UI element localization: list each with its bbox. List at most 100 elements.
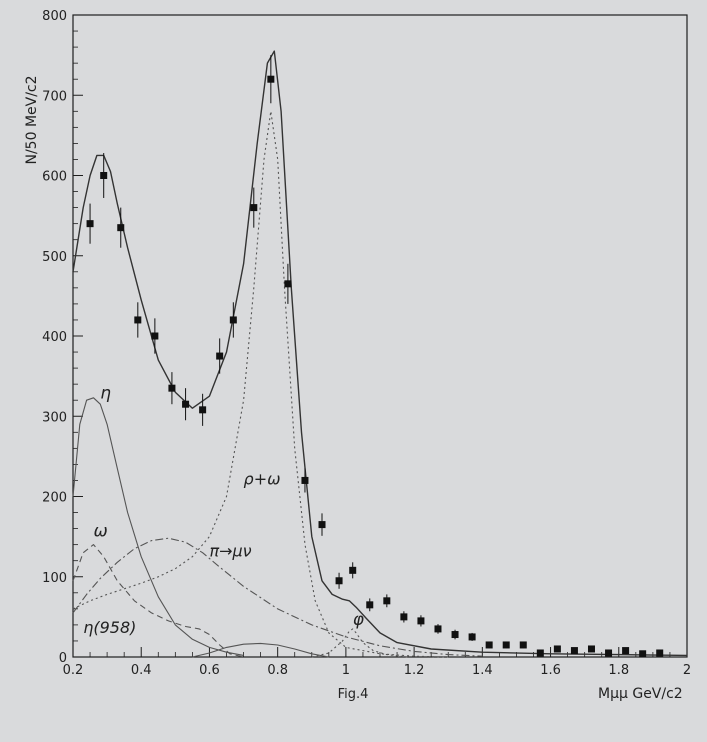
figure-caption: Fig.4 (338, 687, 369, 702)
data-marker (656, 649, 664, 657)
x-tick-label: 0.8 (267, 663, 288, 678)
data-marker (229, 316, 237, 324)
curve-total-fit (72, 50, 688, 657)
x-tick-label: 1 (342, 663, 350, 678)
y-tick-label: 800 (42, 9, 67, 24)
curve-labels: η ω η(958) π→μν ρ+ω φ (83, 384, 364, 637)
data-point (134, 302, 142, 338)
data-marker (639, 650, 647, 658)
data-point (182, 388, 190, 421)
data-point (117, 207, 125, 248)
x-tick-label: 0.4 (131, 663, 152, 678)
curve-component-5 (192, 642, 329, 658)
data-marker (199, 406, 207, 414)
data-point (502, 641, 510, 649)
data-marker (553, 645, 561, 653)
y-tick-label: 200 (42, 491, 67, 506)
x-tick-label: 1.2 (404, 663, 425, 678)
data-point (400, 611, 408, 623)
data-point (434, 624, 442, 634)
curve-component-2 (72, 544, 244, 658)
data-point (216, 338, 224, 374)
data-point (639, 650, 647, 658)
curve-component-1 (72, 397, 244, 656)
plot-frame (72, 14, 688, 658)
data-marker (267, 75, 275, 83)
data-point (519, 641, 527, 649)
curve-annotation: ρ+ω (244, 469, 281, 488)
data-point (570, 647, 578, 655)
data-marker (86, 220, 94, 228)
data-point (605, 649, 613, 657)
x-axis-label: Mμμ GeV/c2 (598, 686, 683, 702)
y-axis-label: N/50 MeV/c2 (24, 75, 40, 164)
curve-annotation: η(958) (83, 618, 136, 637)
y-tick-label: 100 (42, 571, 67, 586)
data-marker (284, 280, 292, 288)
data-point (622, 647, 630, 655)
data-point (349, 562, 357, 579)
curve-component-6 (311, 628, 408, 658)
data-point (417, 615, 425, 627)
x-tick-label: 0.6 (199, 663, 220, 678)
data-marker (570, 647, 578, 655)
x-tick-label: 2 (683, 663, 691, 678)
data-marker (587, 645, 595, 653)
curve-annotation: η (100, 384, 111, 404)
data-marker (468, 633, 476, 641)
data-point (284, 263, 292, 304)
data-point (366, 598, 374, 612)
data-marker (168, 384, 176, 392)
data-marker (502, 641, 510, 649)
data-marker (117, 224, 125, 232)
data-marker (134, 316, 142, 324)
data-marker (349, 566, 357, 574)
y-tick-label: 500 (42, 250, 67, 265)
data-point (587, 645, 595, 653)
data-point (267, 55, 275, 104)
data-point (100, 153, 108, 198)
data-point (656, 649, 664, 657)
data-point (383, 594, 391, 608)
data-marker (151, 332, 159, 340)
data-point (199, 393, 207, 426)
data-marker (434, 625, 442, 633)
curve-annotation: π→μν (209, 542, 251, 561)
data-marker (100, 172, 108, 179)
x-tick-label: 0.2 (63, 663, 84, 678)
data-marker (366, 601, 374, 609)
data-marker (250, 204, 258, 212)
x-tick-label: 1.4 (472, 663, 493, 678)
data-marker (182, 400, 190, 408)
data-marker (451, 631, 459, 639)
data-point (301, 468, 309, 493)
data-point (151, 318, 159, 354)
plot-border (72, 14, 688, 658)
data-marker (383, 597, 391, 605)
fit-curves (72, 50, 688, 658)
data-marker (605, 649, 613, 657)
y-tick-label: 600 (42, 170, 67, 185)
data-point (485, 641, 493, 649)
y-tick-label: 0 (59, 651, 67, 666)
curve-component-3 (72, 537, 483, 657)
data-point (335, 572, 343, 589)
data-point (536, 649, 544, 657)
data-marker (519, 641, 527, 649)
data-point (229, 302, 237, 338)
data-point (553, 645, 561, 653)
data-point (86, 203, 94, 244)
y-tick-label: 300 (42, 410, 67, 425)
y-axis: 0 100 200 300 400 500 600 700 800 (42, 9, 83, 666)
data-point (318, 513, 326, 536)
y-tick-label: 400 (42, 330, 67, 345)
data-marker (536, 649, 544, 657)
data-marker (400, 613, 408, 621)
x-tick-label: 1.6 (540, 663, 561, 678)
y-tick-label: 700 (42, 89, 67, 104)
curve-component-4 (72, 110, 449, 658)
data-marker (485, 641, 493, 649)
data-marker (301, 476, 309, 484)
